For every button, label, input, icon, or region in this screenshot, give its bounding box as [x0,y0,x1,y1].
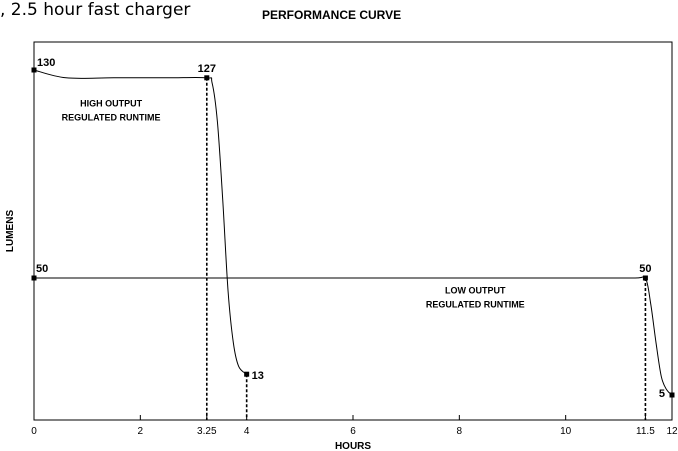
annotation-text: REGULATED RUNTIME [62,112,161,122]
data-label: 127 [198,63,216,75]
data-label: 13 [252,370,264,382]
x-tick-label: 10 [560,426,572,437]
x-tick-label: 12 [666,426,678,437]
x-tick-label: 3.25 [197,426,217,437]
data-label: 50 [639,263,651,275]
data-point-marker [204,75,210,81]
x-tick-label: 0 [31,426,37,437]
x-axis-label: HOURS [335,441,371,451]
data-point-marker [31,275,37,281]
data-label: 5 [659,388,665,400]
x-tick-label: 11.5 [636,426,655,437]
x-tick-label: 8 [457,426,463,437]
x-tick-label: 2 [138,426,144,437]
data-point-marker [669,392,675,398]
high-output-curve [33,69,248,375]
low-output-curve [34,275,673,396]
data-point-marker [244,371,250,377]
data-point-marker [31,67,37,73]
x-tick-label: 6 [350,426,356,437]
chart-title: PERFORMANCE CURVE [262,8,402,22]
annotation-text: REGULATED RUNTIME [426,300,525,310]
caption-text: , 2.5 hour fast charger [0,0,191,20]
annotation-text: HIGH OUTPUT [80,98,143,108]
annotation-text: LOW OUTPUT [445,286,506,296]
y-axis-label: LUMENS [5,210,16,253]
data-label: 130 [37,57,55,69]
data-label: 50 [36,263,48,275]
data-point-marker [642,275,648,281]
x-tick-label: 4 [244,426,250,437]
